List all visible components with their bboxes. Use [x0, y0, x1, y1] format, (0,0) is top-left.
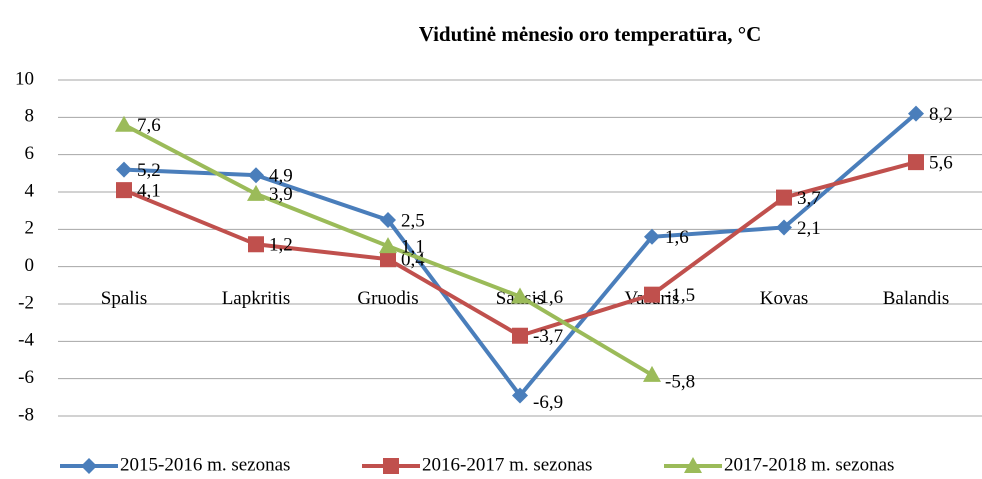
y-tick-label: 2: [25, 218, 35, 239]
point: [644, 228, 660, 245]
point: [380, 212, 396, 228]
x-tick-label: Gruodis: [357, 288, 418, 309]
y-tick-label: -4: [18, 330, 34, 351]
y-tick-label: -2: [18, 292, 34, 313]
point: [643, 365, 661, 382]
data-label: -5,8: [665, 371, 695, 392]
legend-marker: [684, 457, 702, 473]
point: [908, 105, 924, 122]
y-tick-label: -6: [18, 367, 34, 388]
point: [644, 286, 660, 303]
x-tick-label: Lapkritis: [222, 288, 291, 309]
data-label: 4,1: [137, 180, 161, 201]
x-tick-label: Kovas: [760, 288, 809, 309]
y-tick-label: 0: [25, 255, 35, 276]
data-label: 2,1: [797, 218, 821, 239]
point: [512, 387, 528, 404]
point: [379, 237, 397, 254]
x-tick-label: Balandis: [883, 288, 950, 309]
legend-marker: [383, 458, 399, 474]
y-tick-label: 6: [25, 143, 35, 164]
point: [380, 251, 396, 268]
x-tick-label: Spalis: [101, 288, 147, 309]
data-label: 1,2: [269, 235, 293, 256]
point: [116, 182, 132, 199]
data-label: -1,5: [665, 285, 695, 306]
data-label: 1,6: [665, 227, 689, 248]
y-tick-label: 4: [25, 180, 35, 201]
legend-label: 2017-2018 m. sezonas: [724, 454, 894, 475]
data-label: 3,9: [269, 184, 293, 205]
data-label: -1,6: [533, 287, 563, 308]
y-tick-label: 8: [25, 106, 35, 127]
chart-title: Vidutinė mėnesio oro temperatūra, °C: [419, 22, 762, 46]
data-label: -6,9: [533, 392, 563, 413]
point: [116, 161, 132, 178]
point: [776, 219, 792, 236]
point: [248, 167, 264, 184]
data-label: 5,6: [929, 152, 953, 173]
point: [908, 154, 924, 171]
data-label: -3,7: [533, 326, 563, 347]
data-label: 5,2: [137, 160, 161, 181]
legend-marker: [81, 458, 97, 474]
point: [512, 327, 528, 344]
point: [511, 287, 529, 304]
y-tick-label: -8: [18, 404, 34, 425]
legend-label: 2016-2017 m. sezonas: [422, 454, 592, 475]
data-label: 7,6: [137, 115, 161, 136]
data-label: 4,9: [269, 166, 293, 187]
data-label: 1,1: [401, 236, 425, 257]
point: [248, 236, 264, 253]
point: [776, 189, 792, 206]
data-label: 2,5: [401, 210, 425, 231]
series-line: [123, 112, 918, 399]
y-tick-label: 10: [15, 68, 34, 89]
data-label: 8,2: [929, 104, 953, 125]
legend-label: 2015-2016 m. sezonas: [120, 454, 290, 475]
point: [247, 184, 265, 201]
point: [115, 115, 133, 132]
data-label: 3,7: [797, 188, 821, 209]
